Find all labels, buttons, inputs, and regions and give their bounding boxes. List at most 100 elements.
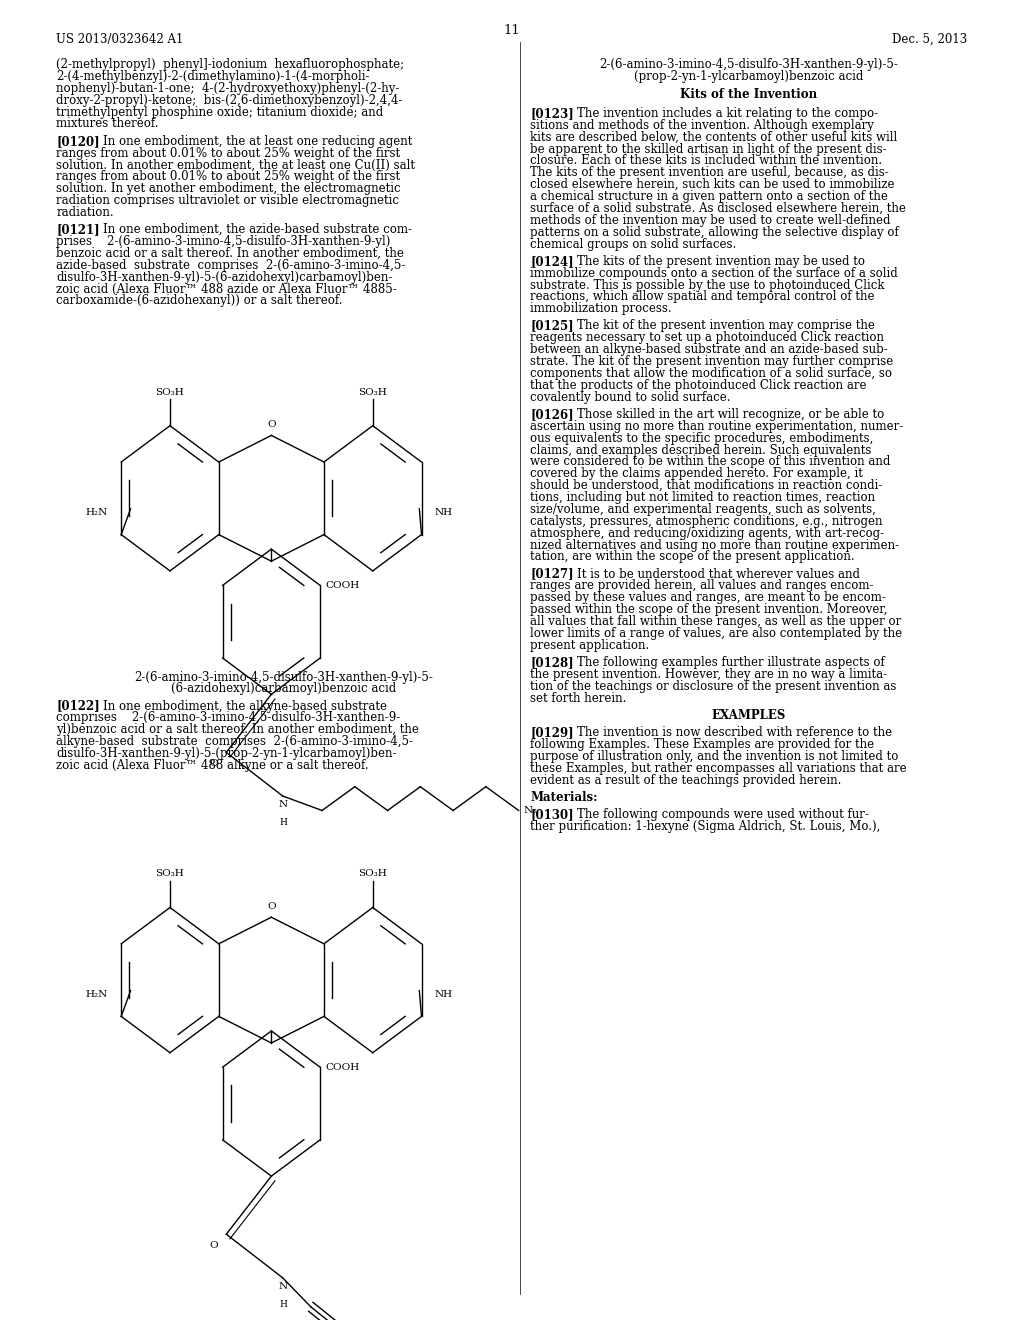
- Text: H₂N: H₂N: [86, 508, 109, 517]
- Text: [0125]: [0125]: [530, 319, 574, 333]
- Text: tation, are within the scope of the present application.: tation, are within the scope of the pres…: [530, 550, 855, 564]
- Text: disulfo-3H-xanthen-9-yl)-5-(prop-2-yn-1-ylcarbamoyl)ben-: disulfo-3H-xanthen-9-yl)-5-(prop-2-yn-1-…: [56, 747, 397, 760]
- Text: ous equivalents to the specific procedures, embodiments,: ous equivalents to the specific procedur…: [530, 432, 873, 445]
- Text: The invention includes a kit relating to the compo-: The invention includes a kit relating to…: [562, 107, 879, 120]
- Text: following Examples. These Examples are provided for the: following Examples. These Examples are p…: [530, 738, 874, 751]
- Text: size/volume, and experimental reagents, such as solvents,: size/volume, and experimental reagents, …: [530, 503, 877, 516]
- Text: carboxamide-(6-azidohexanyl)) or a salt thereof.: carboxamide-(6-azidohexanyl)) or a salt …: [56, 294, 343, 308]
- Text: [0120]: [0120]: [56, 135, 100, 148]
- Text: It is to be understood that wherever values and: It is to be understood that wherever val…: [562, 568, 860, 581]
- Text: closure. Each of these kits is included within the invention.: closure. Each of these kits is included …: [530, 154, 883, 168]
- Text: 2-(4-methylbenzyl)-2-(dimethylamino)-1-(4-morpholi-: 2-(4-methylbenzyl)-2-(dimethylamino)-1-(…: [56, 70, 370, 83]
- Text: solution. In another embodiment, the at least one Cu(II) salt: solution. In another embodiment, the at …: [56, 158, 416, 172]
- Text: that the products of the photoinduced Click reaction are: that the products of the photoinduced Cl…: [530, 379, 867, 392]
- Text: The invention is now described with reference to the: The invention is now described with refe…: [562, 726, 893, 739]
- Text: The kit of the present invention may comprise the: The kit of the present invention may com…: [562, 319, 876, 333]
- Text: yl)benzoic acid or a salt thereof. In another embodiment, the: yl)benzoic acid or a salt thereof. In an…: [56, 723, 419, 737]
- Text: The following compounds were used without fur-: The following compounds were used withou…: [562, 808, 869, 821]
- Text: ranges are provided herein, all values and ranges encom-: ranges are provided herein, all values a…: [530, 579, 873, 593]
- Text: trimethylpentyl phosphine oxide; titanium dioxide; and: trimethylpentyl phosphine oxide; titaniu…: [56, 106, 384, 119]
- Text: ascertain using no more than routine experimentation, numer-: ascertain using no more than routine exp…: [530, 420, 904, 433]
- Text: O: O: [267, 902, 275, 911]
- Text: SO₃H: SO₃H: [358, 870, 387, 879]
- Text: a chemical structure in a given pattern onto a section of the: a chemical structure in a given pattern …: [530, 190, 888, 203]
- Text: present application.: present application.: [530, 639, 649, 652]
- Text: (2-methylpropyl)  phenyl]-iodonium  hexafluorophosphate;: (2-methylpropyl) phenyl]-iodonium hexafl…: [56, 58, 404, 71]
- Text: [0122]: [0122]: [56, 700, 100, 713]
- Text: NH: NH: [434, 990, 453, 999]
- Text: tions, including but not limited to reaction times, reaction: tions, including but not limited to reac…: [530, 491, 876, 504]
- Text: SO₃H: SO₃H: [156, 870, 184, 879]
- Text: COOH: COOH: [326, 1063, 359, 1072]
- Text: immobilization process.: immobilization process.: [530, 302, 672, 315]
- Text: COOH: COOH: [326, 581, 359, 590]
- Text: H: H: [280, 818, 288, 828]
- Text: The following examples further illustrate aspects of: The following examples further illustrat…: [562, 656, 885, 669]
- Text: lower limits of a range of values, are also contemplated by the: lower limits of a range of values, are a…: [530, 627, 902, 640]
- Text: [0126]: [0126]: [530, 408, 574, 421]
- Text: passed within the scope of the present invention. Moreover,: passed within the scope of the present i…: [530, 603, 888, 616]
- Text: patterns on a solid substrate, allowing the selective display of: patterns on a solid substrate, allowing …: [530, 226, 899, 239]
- Text: nized alternatives and using no more than routine experimen-: nized alternatives and using no more tha…: [530, 539, 899, 552]
- Text: N₃: N₃: [524, 807, 537, 814]
- Text: chemical groups on solid surfaces.: chemical groups on solid surfaces.: [530, 238, 736, 251]
- Text: strate. The kit of the present invention may further comprise: strate. The kit of the present invention…: [530, 355, 894, 368]
- Text: radiation.: radiation.: [56, 206, 114, 219]
- Text: mixtures thereof.: mixtures thereof.: [56, 117, 159, 131]
- Text: EXAMPLES: EXAMPLES: [712, 709, 786, 722]
- Text: In one embodiment, the alkyne-based substrate: In one embodiment, the alkyne-based subs…: [88, 700, 387, 713]
- Text: were considered to be within the scope of this invention and: were considered to be within the scope o…: [530, 455, 891, 469]
- Text: O: O: [267, 420, 275, 429]
- Text: 11: 11: [504, 24, 520, 37]
- Text: O: O: [210, 759, 218, 768]
- Text: these Examples, but rather encompasses all variations that are: these Examples, but rather encompasses a…: [530, 762, 907, 775]
- Text: between an alkyne-based substrate and an azide-based sub-: between an alkyne-based substrate and an…: [530, 343, 888, 356]
- Text: SO₃H: SO₃H: [156, 388, 184, 396]
- Text: solution. In yet another embodiment, the electromagnetic: solution. In yet another embodiment, the…: [56, 182, 401, 195]
- Text: tion of the teachings or disclosure of the present invention as: tion of the teachings or disclosure of t…: [530, 680, 897, 693]
- Text: N: N: [279, 800, 287, 809]
- Text: zoic acid (Alexa Fluor™ 488 alkyne or a salt thereof.: zoic acid (Alexa Fluor™ 488 alkyne or a …: [56, 759, 369, 772]
- Text: sitions and methods of the invention. Although exemplary: sitions and methods of the invention. Al…: [530, 119, 874, 132]
- Text: H: H: [280, 1300, 288, 1309]
- Text: NH: NH: [434, 508, 453, 517]
- Text: immobilize compounds onto a section of the surface of a solid: immobilize compounds onto a section of t…: [530, 267, 898, 280]
- Text: 2-(6-amino-3-imino-4,5-disulfo-3H-xanthen-9-yl)-5-: 2-(6-amino-3-imino-4,5-disulfo-3H-xanthe…: [600, 58, 898, 71]
- Text: be apparent to the skilled artisan in light of the present dis-: be apparent to the skilled artisan in li…: [530, 143, 887, 156]
- Text: evident as a result of the teachings provided herein.: evident as a result of the teachings pro…: [530, 774, 842, 787]
- Text: The kits of the present invention may be used to: The kits of the present invention may be…: [562, 255, 865, 268]
- Text: closed elsewhere herein, such kits can be used to immobilize: closed elsewhere herein, such kits can b…: [530, 178, 895, 191]
- Text: [0129]: [0129]: [530, 726, 574, 739]
- Text: atmosphere, and reducing/oxidizing agents, with art-recog-: atmosphere, and reducing/oxidizing agent…: [530, 527, 885, 540]
- Text: zoic acid (Alexa Fluor™ 488 azide or Alexa Fluor™ 4885-: zoic acid (Alexa Fluor™ 488 azide or Ale…: [56, 282, 397, 296]
- Text: [0127]: [0127]: [530, 568, 574, 581]
- Text: reagents necessary to set up a photoinduced Click reaction: reagents necessary to set up a photoindu…: [530, 331, 885, 345]
- Text: covered by the claims appended hereto. For example, it: covered by the claims appended hereto. F…: [530, 467, 863, 480]
- Text: set forth herein.: set forth herein.: [530, 692, 627, 705]
- Text: components that allow the modification of a solid surface, so: components that allow the modification o…: [530, 367, 893, 380]
- Text: covalently bound to solid surface.: covalently bound to solid surface.: [530, 391, 731, 404]
- Text: azide-based  substrate  comprises  2-(6-amino-3-imino-4,5-: azide-based substrate comprises 2-(6-ami…: [56, 259, 406, 272]
- Text: [0124]: [0124]: [530, 255, 574, 268]
- Text: (prop-2-yn-1-ylcarbamoyl)benzoic acid: (prop-2-yn-1-ylcarbamoyl)benzoic acid: [635, 70, 863, 83]
- Text: ranges from about 0.01% to about 25% weight of the first: ranges from about 0.01% to about 25% wei…: [56, 147, 400, 160]
- Text: In one embodiment, the azide-based substrate com-: In one embodiment, the azide-based subst…: [88, 223, 413, 236]
- Text: (6-azidohexyl)carbamoyl)benzoic acid: (6-azidohexyl)carbamoyl)benzoic acid: [171, 682, 395, 696]
- Text: the present invention. However, they are in no way a limita-: the present invention. However, they are…: [530, 668, 888, 681]
- Text: passed by these values and ranges, are meant to be encom-: passed by these values and ranges, are m…: [530, 591, 887, 605]
- Text: ranges from about 0.01% to about 25% weight of the first: ranges from about 0.01% to about 25% wei…: [56, 170, 400, 183]
- Text: SO₃H: SO₃H: [358, 388, 387, 396]
- Text: claims, and examples described herein. Such equivalents: claims, and examples described herein. S…: [530, 444, 871, 457]
- Text: disulfo-3H-xanthen-9-yl)-5-(6-azidohexyl)carbamoyl)ben-: disulfo-3H-xanthen-9-yl)-5-(6-azidohexyl…: [56, 271, 392, 284]
- Text: Materials:: Materials:: [530, 791, 598, 804]
- Text: [0121]: [0121]: [56, 223, 100, 236]
- Text: In one embodiment, the at least one reducing agent: In one embodiment, the at least one redu…: [88, 135, 413, 148]
- Text: US 2013/0323642 A1: US 2013/0323642 A1: [56, 33, 183, 46]
- Text: prises    2-(6-amino-3-imino-4,5-disulfo-3H-xanthen-9-yl): prises 2-(6-amino-3-imino-4,5-disulfo-3H…: [56, 235, 391, 248]
- Text: radiation comprises ultraviolet or visible electromagnetic: radiation comprises ultraviolet or visib…: [56, 194, 399, 207]
- Text: [0128]: [0128]: [530, 656, 574, 669]
- Text: kits are described below, the contents of other useful kits will: kits are described below, the contents o…: [530, 131, 898, 144]
- Text: should be understood, that modifications in reaction condi-: should be understood, that modifications…: [530, 479, 883, 492]
- Text: ther purification: 1-hexyne (Sigma Aldrich, St. Louis, Mo.),: ther purification: 1-hexyne (Sigma Aldri…: [530, 820, 881, 833]
- Text: [0130]: [0130]: [530, 808, 574, 821]
